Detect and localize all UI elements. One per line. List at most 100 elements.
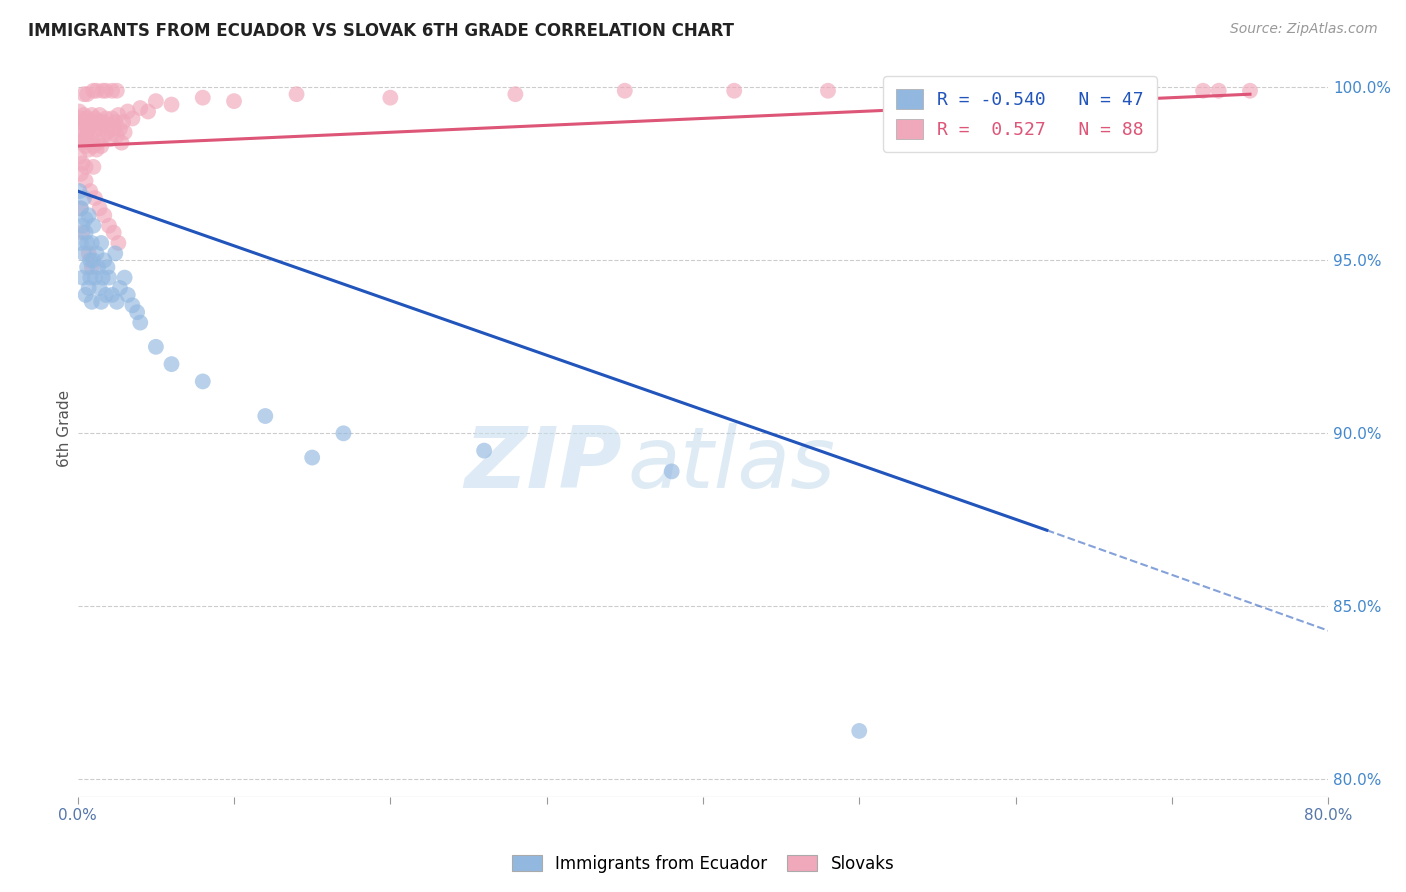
- Point: [87, 115, 110, 129]
- Point: [91, 115, 114, 129]
- Point: [222, 94, 245, 108]
- Point: [332, 426, 354, 441]
- Point: [80, 235, 103, 250]
- Point: [75, 211, 97, 226]
- Point: [80, 294, 103, 309]
- Point: [1192, 84, 1215, 98]
- Point: [76, 260, 98, 275]
- Point: [90, 235, 112, 250]
- Point: [98, 119, 121, 133]
- Point: [72, 219, 94, 233]
- Point: [79, 136, 101, 150]
- Point: [105, 128, 128, 143]
- Point: [101, 288, 124, 302]
- Point: [86, 246, 108, 260]
- Point: [70, 202, 93, 216]
- Point: [72, 115, 94, 129]
- Point: [108, 281, 131, 295]
- Point: [1208, 84, 1230, 98]
- Point: [70, 235, 93, 250]
- Point: [82, 139, 104, 153]
- Point: [82, 253, 104, 268]
- Point: [75, 174, 97, 188]
- Point: [80, 108, 103, 122]
- Point: [100, 132, 122, 146]
- Point: [76, 128, 98, 143]
- Point: [848, 723, 870, 738]
- Y-axis label: 6th Grade: 6th Grade: [58, 390, 72, 467]
- Point: [613, 84, 636, 98]
- Legend: R = -0.540   N = 47, R =  0.527   N = 88: R = -0.540 N = 47, R = 0.527 N = 88: [883, 76, 1157, 152]
- Point: [76, 87, 98, 102]
- Point: [145, 94, 167, 108]
- Point: [70, 167, 93, 181]
- Point: [73, 108, 96, 122]
- Point: [86, 121, 108, 136]
- Point: [129, 101, 152, 115]
- Point: [73, 191, 96, 205]
- Point: [82, 160, 104, 174]
- Point: [77, 281, 100, 295]
- Point: [127, 305, 149, 319]
- Point: [103, 121, 125, 136]
- Point: [107, 235, 129, 250]
- Point: [87, 136, 110, 150]
- Point: [472, 443, 495, 458]
- Point: [927, 84, 949, 98]
- Point: [107, 108, 129, 122]
- Point: [817, 84, 839, 98]
- Point: [80, 132, 103, 146]
- Point: [110, 136, 132, 150]
- Point: [82, 84, 104, 98]
- Point: [121, 298, 143, 312]
- Point: [76, 235, 98, 250]
- Text: ZIP: ZIP: [464, 424, 621, 507]
- Point: [101, 112, 124, 126]
- Point: [96, 260, 118, 275]
- Text: atlas: atlas: [628, 424, 837, 507]
- Point: [86, 84, 108, 98]
- Point: [77, 246, 100, 260]
- Point: [112, 115, 135, 129]
- Point: [79, 184, 101, 198]
- Point: [67, 104, 90, 119]
- Point: [1129, 84, 1152, 98]
- Point: [67, 121, 90, 136]
- Point: [136, 104, 159, 119]
- Point: [79, 253, 101, 268]
- Point: [94, 112, 117, 126]
- Point: [77, 208, 100, 222]
- Point: [98, 219, 121, 233]
- Point: [1036, 84, 1059, 98]
- Point: [191, 90, 214, 104]
- Point: [108, 121, 131, 136]
- Point: [89, 281, 111, 295]
- Point: [75, 226, 97, 240]
- Point: [84, 270, 107, 285]
- Point: [73, 246, 96, 260]
- Point: [77, 143, 100, 157]
- Point: [105, 294, 128, 309]
- Point: [93, 208, 115, 222]
- Point: [103, 226, 125, 240]
- Text: Source: ZipAtlas.com: Source: ZipAtlas.com: [1230, 22, 1378, 37]
- Point: [82, 219, 104, 233]
- Point: [254, 409, 277, 423]
- Point: [76, 112, 98, 126]
- Point: [90, 139, 112, 153]
- Point: [72, 226, 94, 240]
- Point: [70, 202, 93, 216]
- Point: [67, 184, 90, 198]
- Point: [98, 270, 121, 285]
- Point: [104, 246, 127, 260]
- Point: [661, 464, 683, 478]
- Point: [70, 128, 93, 143]
- Point: [75, 139, 97, 153]
- Point: [129, 316, 152, 330]
- Legend: Immigrants from Ecuador, Slovaks: Immigrants from Ecuador, Slovaks: [505, 848, 901, 880]
- Point: [70, 112, 93, 126]
- Point: [114, 125, 136, 139]
- Point: [86, 143, 108, 157]
- Point: [145, 340, 167, 354]
- Point: [72, 156, 94, 170]
